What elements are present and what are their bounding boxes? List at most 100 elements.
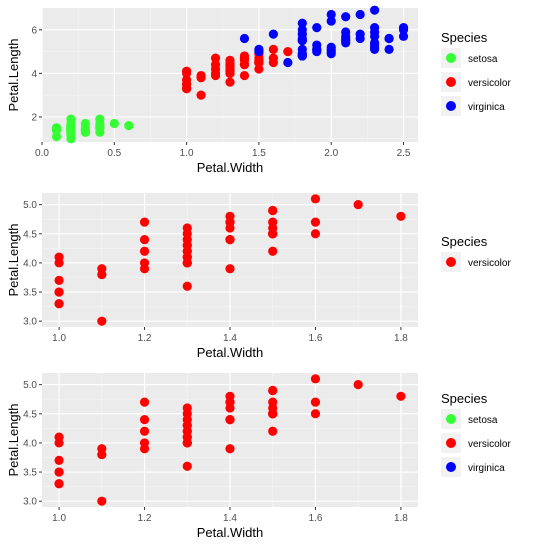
data-point-versicolor (310, 374, 321, 384)
y-tick-label: 4.5 (23, 409, 37, 420)
x-tick-label: 1.2 (138, 513, 152, 524)
data-point-versicolor (182, 281, 192, 291)
data-point-versicolor (225, 415, 235, 425)
data-point-versicolor (54, 299, 64, 309)
data-point-versicolor (268, 57, 278, 68)
data-point-virginica (370, 27, 380, 37)
legend-key-setosa (446, 53, 456, 63)
x-tick-label: 1.8 (394, 513, 408, 524)
x-tick-label: 0.5 (107, 148, 121, 159)
chart-panel-3: 1.0 1.2 1.4 1.6 1.8 3.0 3.5 4.0 4.5 5.0 Petal.Widt… (6, 373, 511, 540)
data-point-virginica (297, 51, 307, 61)
data-point-versicolor (225, 211, 235, 221)
data-point-versicolor (268, 409, 278, 419)
data-point-versicolor (268, 205, 278, 216)
data-point-versicolor (268, 44, 278, 54)
data-point-versicolor (54, 467, 64, 477)
data-point-versicolor (225, 444, 235, 454)
data-point-versicolor (97, 316, 107, 326)
data-point-versicolor (239, 55, 250, 65)
x-axis-title: Petal.Width (197, 345, 263, 360)
data-point-versicolor (182, 432, 192, 442)
data-point-versicolor (182, 84, 192, 94)
data-point-versicolor (268, 229, 278, 239)
data-point-versicolor (97, 449, 107, 460)
data-point-versicolor (54, 275, 64, 285)
y-tick-label: 4.0 (23, 258, 37, 269)
data-point-virginica (297, 36, 307, 46)
y-axis-title: Petal.Length (6, 223, 21, 296)
data-point-versicolor (139, 246, 150, 256)
data-point-virginica (370, 5, 380, 15)
data-point-versicolor (353, 380, 363, 390)
data-point-virginica (297, 44, 307, 54)
data-point-setosa (95, 123, 105, 133)
data-point-virginica (326, 16, 336, 26)
x-tick-label: 1.5 (252, 148, 266, 159)
data-point-setosa (109, 118, 119, 129)
data-point-versicolor (225, 391, 235, 401)
data-point-versicolor (268, 217, 278, 227)
data-point-versicolor (196, 73, 206, 83)
legend-title: Species (441, 30, 488, 45)
x-tick-label: 1.6 (309, 333, 323, 344)
data-point-versicolor (54, 252, 64, 262)
x-tick-label: 1.6 (309, 513, 323, 524)
data-point-versicolor (225, 66, 235, 76)
legend-title: Species (441, 391, 488, 406)
data-point-versicolor (210, 53, 221, 63)
legend-label-versicolor: versicolor (468, 78, 511, 89)
data-point-virginica (384, 33, 394, 44)
data-point-virginica (312, 46, 322, 57)
y-tick-label: 5.0 (23, 200, 37, 211)
legend-label-virginica: virginica (468, 463, 505, 474)
data-point-virginica (398, 23, 409, 33)
x-tick-label: 2.5 (397, 148, 411, 159)
legend-label-setosa: setosa (468, 54, 498, 65)
x-tick-label: 1.2 (138, 333, 152, 344)
data-point-versicolor (310, 194, 321, 204)
data-point-versicolor (268, 397, 278, 407)
data-point-versicolor (182, 461, 192, 471)
data-point-setosa (66, 125, 76, 135)
y-tick-label: 4.0 (23, 438, 37, 449)
legend: Species setosa versicolor virginica (441, 391, 511, 477)
data-point-versicolor (268, 385, 278, 396)
data-point-setosa (124, 121, 134, 131)
data-point-virginica (283, 57, 293, 68)
data-point-versicolor (182, 252, 192, 262)
data-point-virginica (398, 31, 409, 41)
y-tick-label: 6 (31, 25, 37, 36)
data-point-versicolor (139, 258, 150, 268)
chart-panel-1: 0.0 0.5 1.0 1.5 2.0 2.5 2 4 6 Petal.Width Petal.Le… (6, 5, 511, 175)
y-tick-label: 2 (31, 112, 37, 123)
data-point-versicolor (310, 397, 321, 407)
data-point-versicolor (254, 64, 264, 74)
x-tick-label: 0.0 (35, 148, 49, 159)
data-point-versicolor (97, 269, 107, 280)
data-point-virginica (384, 44, 394, 54)
y-tick-label: 3.5 (23, 288, 37, 299)
data-point-versicolor (139, 438, 150, 448)
data-point-versicolor (139, 397, 150, 407)
y-tick-label: 4.5 (23, 229, 37, 240)
legend-key-virginica (446, 101, 456, 111)
data-point-versicolor (283, 46, 293, 57)
data-point-versicolor (225, 223, 235, 233)
data-point-versicolor (239, 70, 250, 81)
data-point-versicolor (182, 75, 192, 85)
data-point-versicolor (182, 66, 192, 76)
data-point-virginica (268, 29, 278, 39)
data-point-virginica (355, 9, 365, 20)
data-point-versicolor (225, 235, 235, 245)
data-point-versicolor (182, 223, 192, 233)
y-tick-label: 4 (31, 69, 37, 80)
data-point-versicolor (225, 77, 235, 87)
x-axis-title: Petal.Width (197, 525, 263, 540)
legend-key-setosa (446, 414, 456, 424)
data-point-versicolor (210, 64, 221, 74)
legend-key-versicolor (446, 438, 456, 448)
data-point-setosa (66, 114, 76, 124)
data-point-versicolor (54, 455, 64, 465)
